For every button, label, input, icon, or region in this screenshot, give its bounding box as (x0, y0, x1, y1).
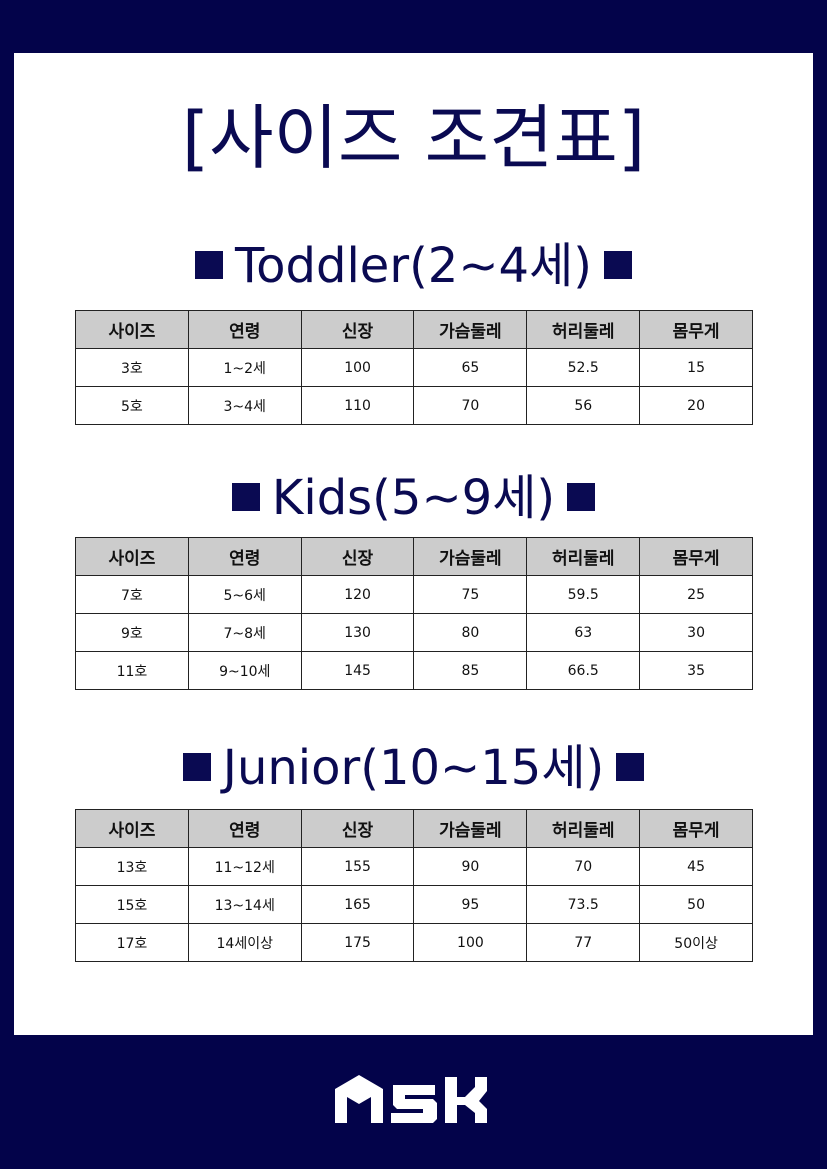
page-title: [사이즈 조견표] (181, 97, 646, 179)
table-cell: 30 (639, 613, 753, 652)
section-heading-text: Toddler(2~4세) (235, 238, 592, 294)
column-header: 연령 (187, 809, 302, 848)
table-cell: 50 (639, 885, 753, 924)
table-cell: 80 (413, 613, 528, 652)
table-row: 3호 1~2세 100 65 52.5 15 (75, 348, 753, 387)
table-cell: 100 (413, 923, 528, 962)
table-cell: 1~2세 (187, 348, 302, 387)
table-cell: 7호 (75, 575, 189, 614)
table-cell: 95 (413, 885, 528, 924)
column-header: 신장 (300, 809, 415, 848)
table-cell: 11호 (75, 651, 189, 690)
table-cell: 59.5 (526, 575, 641, 614)
section-heading: Junior(10~15세) (0, 738, 827, 798)
table-header-row: 사이즈 연령 신장 가슴둘레 허리둘레 몸무게 (75, 537, 753, 576)
column-header: 몸무게 (639, 537, 753, 576)
table-cell: 65 (413, 348, 528, 387)
table-cell: 45 (639, 847, 753, 886)
table-header-row: 사이즈 연령 신장 가슴둘레 허리둘레 몸무게 (75, 310, 753, 349)
table-cell: 155 (300, 847, 415, 886)
size-table: 사이즈 연령 신장 가슴둘레 허리둘레 몸무게 3호 1~2세 100 65 52.5 15 5호 3~4… (75, 310, 753, 425)
section-heading-text: Kids(5~9세) (271, 470, 556, 526)
table-cell: 66.5 (526, 651, 641, 690)
column-header: 가슴둘레 (413, 537, 528, 576)
table-cell: 13~14세 (187, 885, 302, 924)
table-cell: 9호 (75, 613, 189, 652)
column-header: 신장 (300, 310, 415, 349)
table-cell: 13호 (75, 847, 189, 886)
table-cell: 165 (300, 885, 415, 924)
table-row: 11호 9~10세 145 85 66.5 35 (75, 651, 753, 690)
table-cell: 14세이상 (187, 923, 302, 962)
table-cell: 63 (526, 613, 641, 652)
table-row: 15호 13~14세 165 95 73.5 50 (75, 885, 753, 924)
table-cell: 75 (413, 575, 528, 614)
table-cell: 15 (639, 348, 753, 387)
table-cell: 90 (413, 847, 528, 886)
section-heading: Toddler(2~4세) (0, 236, 827, 296)
table-row: 13호 11~12세 155 90 70 45 (75, 847, 753, 886)
table-cell: 130 (300, 613, 415, 652)
table-cell: 110 (300, 386, 415, 425)
column-header: 사이즈 (75, 537, 189, 576)
table-cell: 5~6세 (187, 575, 302, 614)
table-cell: 11~12세 (187, 847, 302, 886)
table-cell: 3~4세 (187, 386, 302, 425)
table-cell: 145 (300, 651, 415, 690)
table-cell: 35 (639, 651, 753, 690)
square-icon (603, 251, 632, 279)
column-header: 가슴둘레 (413, 310, 528, 349)
table-cell: 5호 (75, 386, 189, 425)
table-cell: 56 (526, 386, 641, 425)
table-cell: 50이상 (639, 923, 753, 962)
square-icon (195, 251, 223, 279)
table-cell: 25 (639, 575, 753, 614)
table-header-row: 사이즈 연령 신장 가슴둘레 허리둘레 몸무게 (75, 809, 753, 848)
table-cell: 175 (300, 923, 415, 962)
ask-logo (335, 1075, 487, 1123)
square-icon (182, 753, 211, 781)
table-cell: 73.5 (526, 885, 641, 924)
column-header: 몸무게 (639, 310, 753, 349)
column-header: 사이즈 (75, 809, 189, 848)
section-heading-text: Junior(10~15세) (222, 740, 605, 796)
table-cell: 15호 (75, 885, 189, 924)
square-icon (616, 753, 645, 781)
table-cell: 7~8세 (187, 613, 302, 652)
table-cell: 100 (300, 348, 415, 387)
column-header: 몸무게 (639, 809, 753, 848)
column-header: 신장 (300, 537, 415, 576)
square-icon (567, 483, 596, 511)
table-cell: 70 (413, 386, 528, 425)
column-header: 허리둘레 (526, 310, 641, 349)
column-header: 허리둘레 (526, 537, 641, 576)
table-cell: 20 (639, 386, 753, 425)
table-row: 17호 14세이상 175 100 77 50이상 (75, 923, 753, 962)
table-cell: 17호 (75, 923, 189, 962)
square-icon (231, 483, 260, 511)
table-cell: 85 (413, 651, 528, 690)
column-header: 사이즈 (75, 310, 189, 349)
table-row: 7호 5~6세 120 75 59.5 25 (75, 575, 753, 614)
table-cell: 9~10세 (187, 651, 302, 690)
table-row: 5호 3~4세 110 70 56 20 (75, 386, 753, 425)
table-cell: 77 (526, 923, 641, 962)
column-header: 가슴둘레 (413, 809, 528, 848)
size-table: 사이즈 연령 신장 가슴둘레 허리둘레 몸무게 13호 11~12세 155 90 70 45 15호 1… (75, 809, 753, 962)
table-cell: 3호 (75, 348, 189, 387)
column-header: 허리둘레 (526, 809, 641, 848)
column-header: 연령 (187, 537, 302, 576)
table-cell: 52.5 (526, 348, 641, 387)
section-heading: Kids(5~9세) (0, 468, 827, 528)
table-row: 9호 7~8세 130 80 63 30 (75, 613, 753, 652)
column-header: 연령 (187, 310, 302, 349)
table-cell: 70 (526, 847, 641, 886)
table-cell: 120 (300, 575, 415, 614)
size-table: 사이즈 연령 신장 가슴둘레 허리둘레 몸무게 7호 5~6세 120 75 59.5 25 9호 7~8… (75, 537, 753, 690)
